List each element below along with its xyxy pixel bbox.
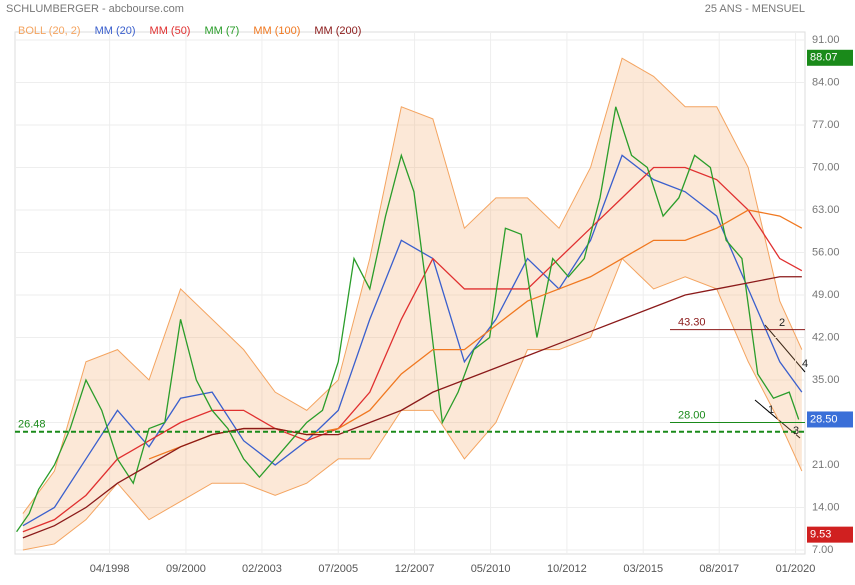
- series-line: [22, 154, 803, 527]
- y-tick-label: 63.00: [812, 204, 840, 216]
- x-tick-label: 09/2000: [166, 563, 206, 575]
- wave-label: 1: [768, 404, 774, 416]
- legend-entry: BOLL (20, 2): [18, 25, 81, 37]
- legend-entry: MM (50): [150, 25, 191, 37]
- band-edge: [22, 57, 803, 514]
- trend-line: [764, 324, 806, 373]
- price-box-label: 9.53: [810, 529, 831, 541]
- x-tick-label: 03/2015: [623, 563, 663, 575]
- y-tick-label: 70.00: [812, 161, 840, 173]
- price-box-label: 88.07: [810, 52, 838, 64]
- y-tick-label: 77.00: [812, 119, 840, 131]
- x-tick-label: 02/2003: [242, 563, 282, 575]
- y-tick-label: 35.00: [812, 374, 840, 386]
- legend-entry: MM (100): [253, 25, 300, 37]
- x-tick-label: 07/2005: [318, 563, 358, 575]
- price-box: [807, 526, 853, 543]
- chart-title: SCHLUMBERGER - abcbourse.com: [6, 3, 184, 15]
- legend-entry: MM (20): [95, 25, 136, 37]
- legend-entry: MM (7): [204, 25, 239, 37]
- price-box: [807, 49, 853, 66]
- x-tick-label: 12/2007: [395, 563, 435, 575]
- y-tick-label: 42.00: [812, 331, 840, 343]
- band-edge: [22, 257, 803, 551]
- y-tick-label: 49.00: [812, 289, 840, 301]
- x-tick-label: 04/1998: [90, 563, 130, 575]
- y-tick-label: 91.00: [812, 34, 840, 46]
- y-tick-label: 21.00: [812, 459, 840, 471]
- series-line: [16, 106, 800, 533]
- x-tick-label: 10/2012: [547, 563, 587, 575]
- legend-entry: MM (200): [314, 25, 361, 37]
- y-tick-label: 84.00: [812, 76, 840, 88]
- x-tick-label: 05/2010: [471, 563, 511, 575]
- series-line: [22, 166, 803, 533]
- price-box: [807, 411, 853, 428]
- series-line: [22, 276, 802, 539]
- wave-label: 2: [779, 317, 785, 329]
- price-box-label: 28.50: [810, 413, 838, 425]
- y-tick-label: 14.00: [812, 501, 840, 513]
- x-tick-label: 01/2020: [776, 563, 816, 575]
- level-label: 43.30: [678, 317, 706, 329]
- x-tick-label: 08/2017: [699, 563, 739, 575]
- wave-label: 3: [793, 425, 799, 437]
- level-label: 26.48: [18, 419, 46, 431]
- wave-label: 4: [802, 358, 808, 370]
- y-tick-label: 56.00: [812, 246, 840, 258]
- level-label: 28.00: [678, 409, 706, 421]
- chart-subtitle: 25 ANS - MENSUEL: [705, 3, 805, 15]
- band-fill: [22, 58, 802, 550]
- y-tick-label: 7.00: [812, 544, 833, 556]
